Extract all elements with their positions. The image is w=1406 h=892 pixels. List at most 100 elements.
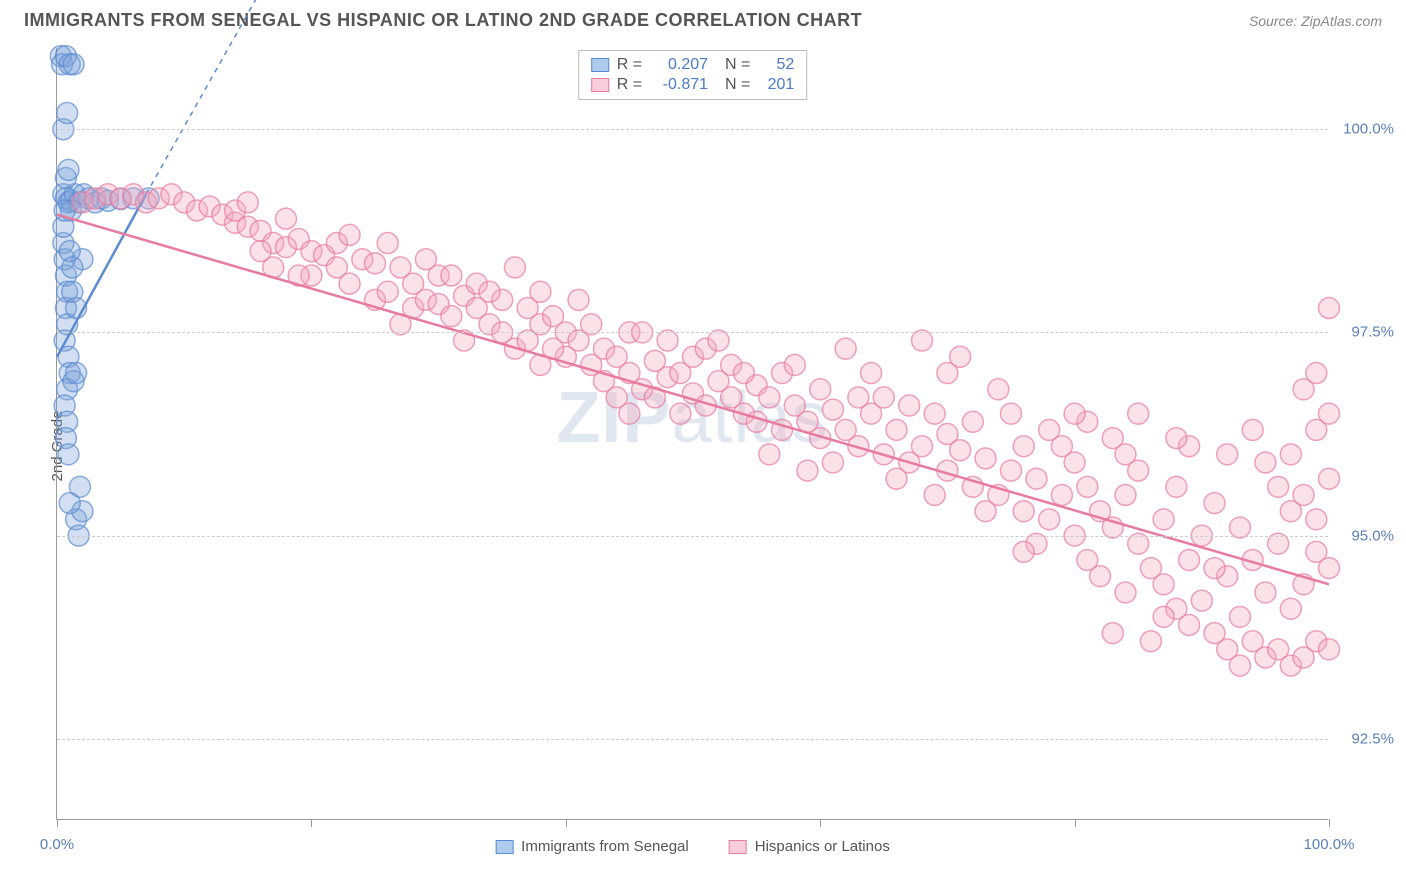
data-point	[237, 192, 258, 213]
gridline	[57, 332, 1328, 333]
chart-svg	[57, 48, 1328, 819]
bottom-legend: Immigrants from Senegal Hispanics or Lati…	[495, 838, 890, 855]
data-point	[1013, 541, 1034, 562]
data-point	[62, 257, 83, 278]
data-point	[670, 403, 691, 424]
data-point	[504, 257, 525, 278]
source-attribution: Source: ZipAtlas.com	[1249, 13, 1382, 29]
regression-line	[57, 215, 1329, 585]
plot-area: ZIPatlas R =0.207 N =52R =-0.871 N =201 …	[56, 48, 1328, 820]
data-point	[1026, 468, 1047, 489]
stat-r-value: 0.207	[650, 56, 708, 74]
legend-label: Immigrants from Senegal	[521, 838, 689, 855]
data-point	[63, 54, 84, 75]
legend-label: Hispanics or Latinos	[755, 838, 890, 855]
data-point	[886, 468, 907, 489]
data-point	[822, 399, 843, 420]
data-point	[1319, 639, 1340, 660]
data-point	[530, 281, 551, 302]
data-point	[1166, 476, 1187, 497]
data-point	[1229, 606, 1250, 627]
data-point	[1280, 598, 1301, 619]
data-point	[1319, 298, 1340, 319]
data-point	[1179, 614, 1200, 635]
data-point	[733, 363, 754, 384]
stats-row: R =-0.871 N =201	[591, 75, 795, 95]
data-point	[1140, 631, 1161, 652]
data-point	[365, 253, 386, 274]
data-point	[58, 444, 79, 465]
data-point	[810, 379, 831, 400]
data-point	[1090, 566, 1111, 587]
data-point	[1204, 558, 1225, 579]
data-point	[568, 289, 589, 310]
y-tick-label: 95.0%	[1351, 527, 1394, 544]
data-point	[1217, 444, 1238, 465]
data-point	[1306, 363, 1327, 384]
data-point	[1255, 452, 1276, 473]
gridline	[57, 536, 1328, 537]
data-point	[377, 233, 398, 254]
data-point	[441, 265, 462, 286]
data-point	[441, 306, 462, 327]
stat-n-value: 52	[758, 56, 794, 74]
x-tick	[1075, 819, 1076, 827]
legend-item: Hispanics or Latinos	[729, 838, 890, 855]
data-point	[1051, 484, 1072, 505]
data-point	[1115, 582, 1136, 603]
data-point	[57, 103, 78, 124]
data-point	[1153, 509, 1174, 530]
stat-n-label: N =	[716, 56, 750, 74]
x-tick	[820, 819, 821, 827]
x-tick	[566, 819, 567, 827]
data-point	[1013, 501, 1034, 522]
data-point	[1191, 590, 1212, 611]
data-point	[784, 354, 805, 375]
data-point	[759, 387, 780, 408]
data-point	[861, 363, 882, 384]
data-point	[1319, 403, 1340, 424]
x-tick	[1329, 819, 1330, 827]
data-point	[746, 411, 767, 432]
data-point	[759, 444, 780, 465]
x-tick	[311, 819, 312, 827]
data-point	[1179, 549, 1200, 570]
data-point	[975, 448, 996, 469]
data-point	[1115, 444, 1136, 465]
data-point	[1242, 419, 1263, 440]
stat-r-label: R =	[617, 56, 642, 74]
data-point	[1115, 484, 1136, 505]
y-tick-label: 97.5%	[1351, 324, 1394, 341]
stat-n-label: N =	[716, 76, 750, 94]
data-point	[1051, 436, 1072, 457]
data-point	[1128, 403, 1149, 424]
data-point	[275, 208, 296, 229]
data-point	[1077, 476, 1098, 497]
data-point	[1166, 428, 1187, 449]
data-point	[950, 440, 971, 461]
data-point	[1280, 444, 1301, 465]
data-point	[873, 387, 894, 408]
data-point	[1229, 655, 1250, 676]
data-point	[479, 281, 500, 302]
data-point	[619, 403, 640, 424]
legend-swatch	[591, 58, 609, 72]
data-point	[911, 436, 932, 457]
data-point	[848, 387, 869, 408]
data-point	[886, 419, 907, 440]
stat-r-value: -0.871	[650, 76, 708, 94]
x-tick	[57, 819, 58, 827]
data-point	[1268, 476, 1289, 497]
data-point	[1319, 468, 1340, 489]
data-point	[797, 460, 818, 481]
data-point	[835, 338, 856, 359]
data-point	[1306, 509, 1327, 530]
data-point	[962, 411, 983, 432]
legend-swatch	[591, 78, 609, 92]
data-point	[339, 224, 360, 245]
stats-row: R = 0.207 N = 52	[591, 55, 795, 75]
data-point	[1013, 436, 1034, 457]
legend-swatch	[729, 840, 747, 854]
data-point	[924, 403, 945, 424]
x-tick-label: 0.0%	[40, 836, 74, 853]
